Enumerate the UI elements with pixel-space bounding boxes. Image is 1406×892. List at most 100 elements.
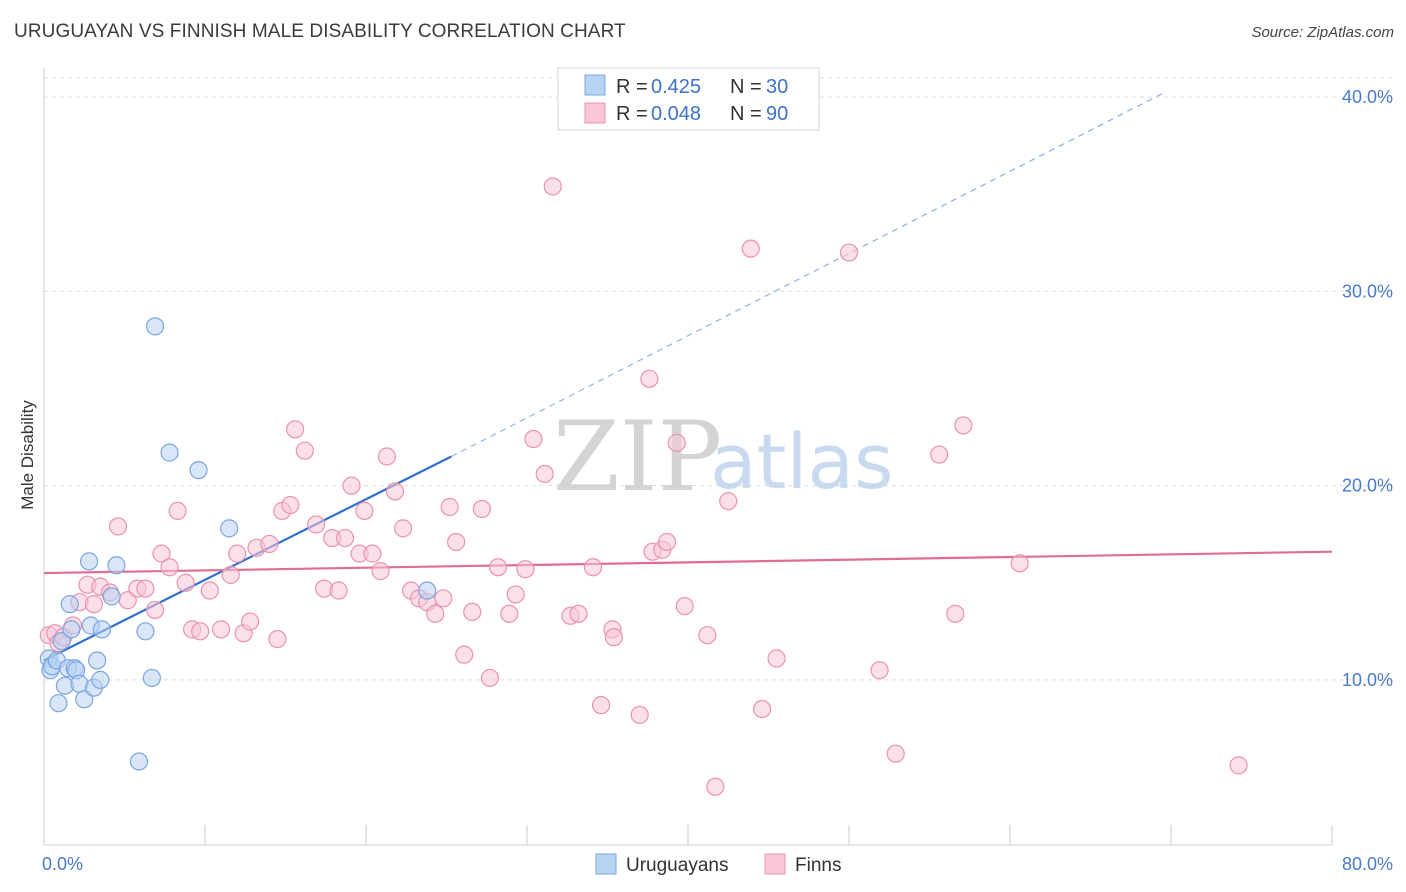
finns-point — [480, 668, 500, 688]
watermark: ZIP atlas — [553, 401, 894, 513]
y-tick-labels: 10.0% 20.0% 30.0% 40.0% — [1342, 87, 1393, 690]
uruguayans-point — [189, 460, 208, 480]
y-tick-label: 10.0% — [1342, 670, 1393, 690]
legend-r-value-1: 0.425 — [651, 76, 701, 98]
finns-point — [675, 596, 694, 616]
finns-point — [640, 369, 659, 388]
finns-point — [295, 441, 314, 460]
finns-point — [377, 447, 397, 466]
trend-line-uruguayans — [43, 455, 452, 662]
finns-point — [355, 501, 374, 520]
legend-swatch-uruguayans — [584, 74, 606, 96]
bottom-legend-label-uruguayans: Uruguayans — [626, 855, 728, 876]
legend-n-label-2: N = — [730, 103, 762, 125]
watermark-zip: ZIP — [553, 401, 722, 513]
finns-point — [447, 532, 466, 552]
bottom-legend-label-finns: Finns — [795, 855, 841, 876]
y-tick-label: 30.0% — [1342, 281, 1393, 301]
finns-point — [472, 499, 492, 519]
finns-point — [108, 517, 128, 536]
finns-point — [591, 696, 611, 715]
source-label: Source: ZipAtlas.com — [1251, 24, 1394, 41]
finns-point — [393, 519, 413, 538]
finns-point — [524, 429, 543, 449]
finns-point — [168, 501, 187, 520]
finns-point — [329, 581, 348, 600]
finns-point — [1229, 756, 1248, 775]
finns-point — [440, 497, 459, 517]
finns-point — [839, 243, 859, 262]
uruguayans-point — [60, 595, 79, 614]
uruguayans-point — [102, 587, 121, 606]
finns-point — [152, 544, 171, 563]
legend-r-label-1: R = — [616, 76, 648, 98]
x-axis-ticks — [204, 825, 1333, 845]
finns-point — [160, 558, 179, 577]
finns-point — [176, 573, 195, 592]
finns-point — [488, 558, 508, 577]
finns-point — [221, 565, 240, 585]
chart-title: URUGUAYAN VS FINNISH MALE DISABILITY COR… — [14, 21, 626, 42]
legend-n-value-2: 90 — [766, 103, 788, 125]
y-tick-label: 40.0% — [1342, 87, 1393, 107]
finns-point — [535, 464, 554, 484]
finns-point — [954, 416, 973, 435]
finns-point — [363, 544, 382, 563]
finns-point — [946, 604, 965, 623]
finns-point — [767, 649, 786, 668]
y-tick-label: 20.0% — [1342, 476, 1393, 496]
uruguayans-point — [145, 317, 165, 336]
uruguayans-point — [160, 443, 179, 462]
finns-point — [268, 629, 287, 649]
uruguayans-point — [79, 552, 99, 571]
legend-box: R = 0.425 N = 30 R = 0.048 N = 90 — [557, 67, 820, 131]
bottom-legend: Uruguayans Finns — [595, 853, 841, 876]
finns-point — [506, 585, 525, 604]
finns-point — [191, 622, 210, 641]
trend-lines — [43, 92, 1333, 662]
uruguayans-point — [107, 556, 126, 575]
finns-point — [455, 645, 474, 664]
finns-point — [342, 476, 361, 495]
uruguayans-point — [91, 670, 110, 689]
finns-point — [371, 562, 390, 581]
finns-point — [752, 699, 772, 719]
finns-point — [657, 532, 677, 552]
uruguayans-point — [49, 694, 68, 713]
uruguayans-point — [88, 651, 107, 670]
finns-point — [240, 612, 260, 631]
uruguayans-point — [62, 620, 81, 639]
finns-point — [385, 482, 405, 501]
series-finns — [39, 177, 1248, 796]
uruguayans-point — [129, 752, 149, 771]
trend-line-finns — [43, 550, 1333, 575]
legend-r-value-2: 0.048 — [651, 103, 701, 125]
bottom-legend-swatch-finns — [764, 853, 786, 875]
finns-point — [886, 744, 905, 763]
y-axis-label: Male Disability — [18, 400, 37, 510]
finns-point — [335, 528, 355, 548]
finns-point — [698, 626, 717, 645]
finns-point — [500, 604, 519, 623]
finns-point — [583, 558, 603, 577]
finns-point — [741, 239, 760, 258]
series-uruguayans — [39, 317, 437, 771]
uruguayans-point — [418, 581, 437, 600]
finns-point — [930, 445, 949, 464]
trend-line-uruguayans-extension — [451, 92, 1164, 458]
watermark-atlas: atlas — [710, 417, 894, 506]
bottom-legend-swatch-uruguayans — [595, 853, 617, 875]
legend-r-label-2: R = — [616, 103, 648, 125]
finns-point — [667, 433, 686, 453]
legend-swatch-finns — [584, 102, 606, 124]
finns-point — [306, 515, 326, 534]
finns-point — [434, 589, 453, 608]
finns-point — [569, 604, 588, 623]
uruguayans-point — [136, 622, 155, 641]
finns-point — [212, 620, 231, 639]
finns-point — [286, 420, 305, 439]
finns-point — [604, 628, 624, 647]
finns-point — [200, 581, 219, 600]
finns-point — [630, 705, 649, 724]
